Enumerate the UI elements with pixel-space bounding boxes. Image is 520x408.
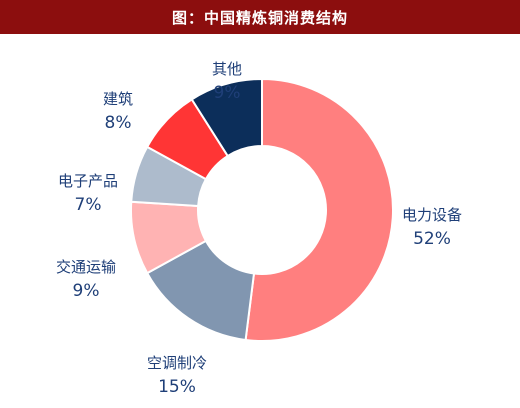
slice-value-label-5: 8% xyxy=(105,113,132,133)
slice-value-label-3: 9% xyxy=(73,281,100,301)
slice-value-label-2: 15% xyxy=(158,377,196,397)
chart-title: 图：中国精炼铜消费结构 xyxy=(0,0,520,34)
donut-chart: 电力设备 52% 空调制冷 15% 交通运输 9% 电子产品 7% 建筑 8% 其他 9% xyxy=(56,60,462,397)
donut-chart-area: 电力设备 52% 空调制冷 15% 交通运输 9% 电子产品 7% 建筑 8% 其他 9% xyxy=(0,34,520,408)
slice-6 xyxy=(190,77,263,158)
slice-value-label-6: 9% xyxy=(214,83,241,103)
slice-label-2: 空调制冷 xyxy=(147,354,207,372)
slice-label-4: 电子产品 xyxy=(58,172,118,190)
slice-label-5: 建筑 xyxy=(103,90,133,108)
slice-value-label-4: 7% xyxy=(75,195,102,215)
slice-label-6: 其他 xyxy=(212,60,242,78)
slice-1 xyxy=(244,77,394,342)
slice-label-3: 交通运输 xyxy=(56,258,116,276)
slice-label-1: 电力设备 xyxy=(402,206,462,224)
slice-value-label-1: 52% xyxy=(413,229,451,249)
